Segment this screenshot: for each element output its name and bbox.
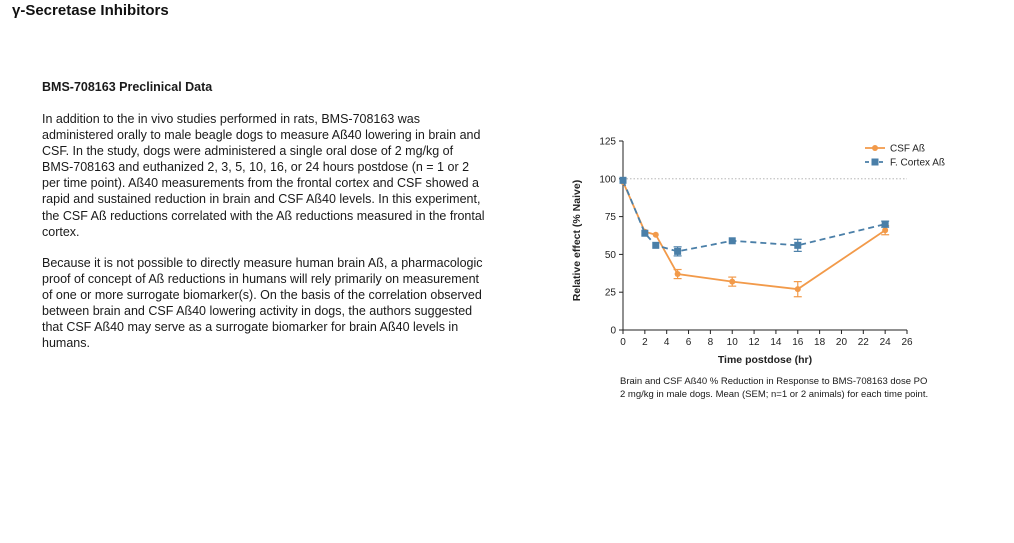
- x-tick-label: 14: [770, 337, 782, 348]
- x-tick-label: 22: [858, 337, 870, 348]
- x-axis-label: Time postdose (hr): [718, 354, 812, 366]
- data-point-circle: [794, 286, 801, 293]
- data-point-circle: [882, 227, 889, 234]
- data-point-square: [881, 220, 889, 228]
- x-tick-label: 8: [708, 337, 714, 348]
- x-tick-label: 4: [664, 337, 670, 348]
- data-point-square: [619, 176, 627, 184]
- x-tick-label: 16: [792, 337, 804, 348]
- body-paragraph-2: Because it is not possible to directly m…: [42, 256, 483, 351]
- x-tick-label: 12: [749, 337, 761, 348]
- legend-label: F. Cortex Aß: [890, 158, 945, 169]
- data-point-square: [794, 241, 802, 249]
- x-tick-label: 2: [642, 337, 648, 348]
- section-heading: BMS-708163 Preclinical Data: [42, 80, 213, 94]
- data-point-circle: [729, 278, 736, 285]
- legend-marker-square: [871, 158, 879, 166]
- x-tick-label: 6: [686, 337, 692, 348]
- data-point-square: [674, 247, 682, 255]
- chart-container: 0 25 50 75 100 125 0 2 4 6 8 10 12 14 16 18 20 22 24 26 Time…: [560, 128, 1000, 378]
- x-tick-label: 26: [901, 337, 913, 348]
- data-point-circle: [674, 271, 681, 278]
- x-tick-label: 0: [620, 337, 626, 348]
- y-axis-label: Relative effect (% Naive): [571, 180, 583, 301]
- legend-marker-circle: [872, 145, 878, 151]
- y-tick-label: 75: [605, 212, 617, 223]
- y-tick-label: 50: [605, 250, 617, 261]
- y-tick-label: 100: [599, 174, 616, 185]
- series-line-1: [622, 181, 886, 291]
- x-tick-label: 18: [814, 337, 826, 348]
- x-tick-label: 10: [727, 337, 739, 348]
- y-tick-label: 125: [599, 137, 616, 148]
- data-point-square: [652, 241, 660, 249]
- y-tick-label: 25: [605, 288, 617, 299]
- page-title: γ-Secretase Inhibitors: [12, 2, 169, 19]
- legend-label: CSF Aß: [890, 144, 925, 155]
- data-point-circle: [652, 231, 659, 238]
- body-paragraph-1: In addition to the in vivo studies perfo…: [42, 112, 485, 239]
- y-tick-label: 0: [610, 326, 616, 337]
- data-point-square: [641, 229, 649, 237]
- x-tick-label: 24: [880, 337, 892, 348]
- data-point-square: [728, 237, 736, 245]
- x-tick-label: 20: [836, 337, 848, 348]
- figure-caption: Brain and CSF Aß40 % Reduction in Respon…: [620, 376, 929, 401]
- series-line-2: [622, 179, 886, 253]
